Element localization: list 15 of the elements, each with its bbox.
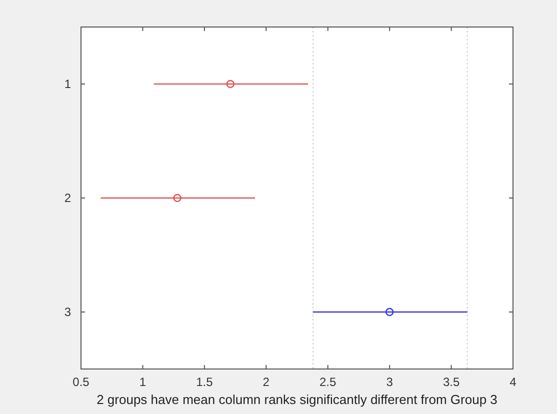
x-tick-label: 2 (262, 375, 270, 389)
x-tick-label: 3 (386, 375, 394, 389)
point (385, 308, 394, 316)
x-tick-label: 1 (139, 375, 146, 389)
y-tick-label: 3 (64, 305, 72, 319)
x-axis-title: 2 groups have mean column ranks significantly different from Group 3 (96, 392, 498, 407)
x-tick-label: 0.5 (72, 375, 90, 389)
y-tick-label: 2 (64, 191, 72, 205)
x-tick-label: 4 (510, 375, 517, 389)
y-tick-label: 1 (64, 77, 72, 91)
x-tick-label: 2.5 (320, 375, 337, 389)
x-tick-label: 3.5 (442, 375, 460, 389)
point (226, 80, 234, 88)
x-tick-label: 1.5 (196, 375, 214, 389)
point (173, 194, 182, 202)
